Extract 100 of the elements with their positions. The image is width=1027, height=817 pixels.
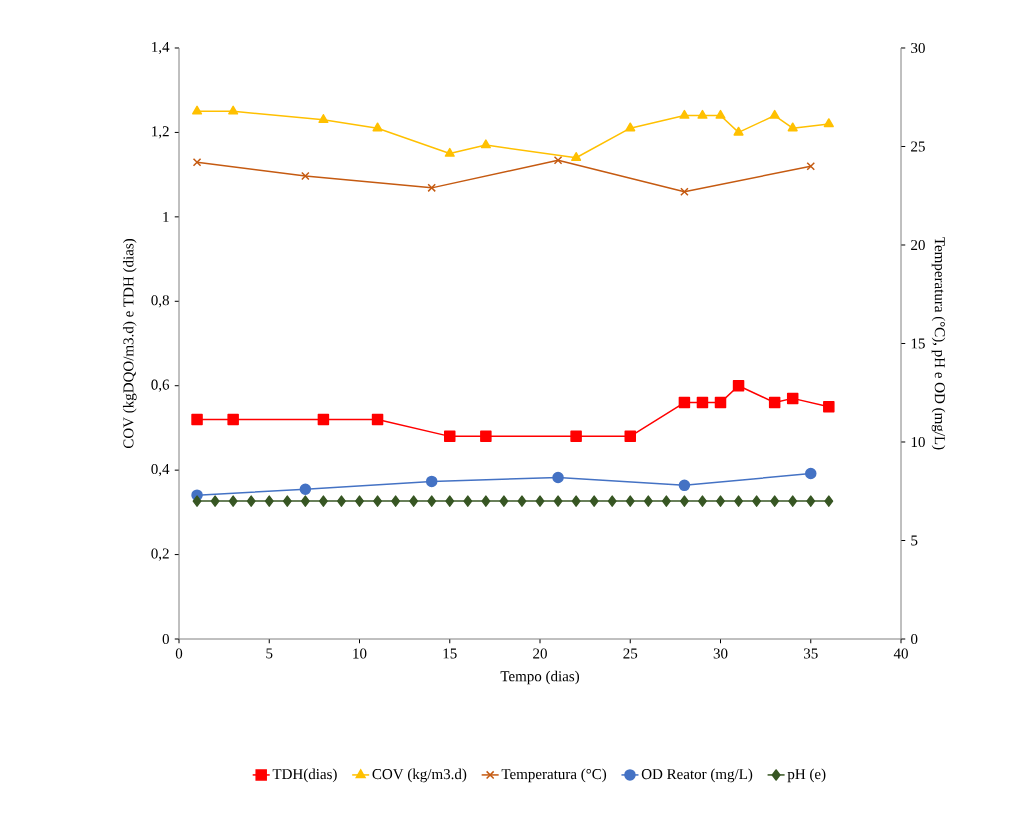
point [480,139,491,149]
point [806,161,816,171]
point [444,430,456,443]
point [768,396,781,409]
point [371,413,384,426]
point [697,109,708,119]
y-tick-label: 0 [162,633,169,645]
point [679,109,690,119]
point [444,147,455,157]
x-tick-label: 15 [443,648,457,659]
point [480,430,492,443]
point [318,495,328,507]
point [787,122,798,132]
x-axis-title: Tempo (dias) [500,670,580,685]
y-axis-title: COV (kgDQO/m3.d) e TDH (dias) [122,238,137,449]
point [589,495,599,507]
legend-label: Temperatura (°C) [501,768,607,783]
legend-label: OD Reator (mg/L) [641,768,753,783]
y-tick-label: 0,4 [151,464,170,477]
point [570,430,582,443]
point [463,495,473,507]
point [301,171,310,181]
point [679,495,689,507]
point [445,495,455,507]
point [535,495,545,507]
point [607,495,617,507]
point [282,495,292,507]
point [210,495,220,507]
y2-tick-label: 30 [911,42,925,54]
x-tick-label: 25 [623,648,638,659]
y-tick-label: 1,2 [152,126,169,139]
x-tick-label: 5 [266,648,273,659]
point [661,495,671,507]
point [373,495,383,507]
legend-label: COV (kg/m3.d) [372,768,467,783]
point [192,157,202,167]
y2-tick-label: 15 [911,338,925,349]
point [769,109,780,119]
y2-axis-title: Temperatura (°C), pH e OD (mg/L) [931,237,946,450]
point [517,495,527,507]
point [246,495,256,507]
point [481,495,491,507]
x-tick-label: 40 [893,648,908,659]
y-tick-label: 0,8 [151,295,169,308]
point [696,396,709,409]
point [734,495,744,507]
point [571,495,581,507]
point [770,495,780,507]
point [227,413,239,426]
point [643,495,653,507]
point [192,495,202,507]
x-tick-label: 30 [713,648,728,659]
point [752,495,762,507]
point [625,495,635,507]
point [786,392,799,405]
point [317,413,330,426]
point [697,495,707,507]
x-tick-label: 10 [353,648,367,659]
point [409,495,419,507]
x-tick-label: 20 [533,648,547,659]
point [391,495,401,507]
x-tick-label: 35 [803,648,818,659]
y2-tick-label: 5 [911,535,918,546]
point [299,483,312,496]
point [680,187,689,197]
point [716,495,726,507]
point [191,413,203,426]
point [733,126,744,136]
point [788,495,798,507]
point [355,495,364,507]
point [805,467,817,480]
point [823,401,835,413]
point [427,183,436,193]
y-tick-label: 1,4 [152,41,170,55]
point [625,122,636,132]
legend-label: pH (e) [787,768,826,783]
point [372,122,383,132]
point [425,475,438,488]
y2-tick-label: 0 [911,633,918,645]
point [300,495,310,507]
point [191,105,203,115]
y-tick-label: 0,6 [151,379,170,392]
legend-label: TDH(dias) [272,768,337,783]
y2-tick-label: 25 [911,141,925,152]
point [553,495,563,507]
point [678,479,691,492]
point [824,495,834,507]
point [823,118,834,128]
point [552,471,564,484]
point [336,495,346,507]
point [499,495,509,507]
point [553,156,563,165]
point [228,495,238,507]
point [427,495,437,507]
point [715,109,726,119]
point [228,105,239,115]
y-tick-label: 0,2 [151,548,169,561]
y-tick-label: 1 [163,211,169,222]
point [732,379,745,392]
point [714,396,727,409]
